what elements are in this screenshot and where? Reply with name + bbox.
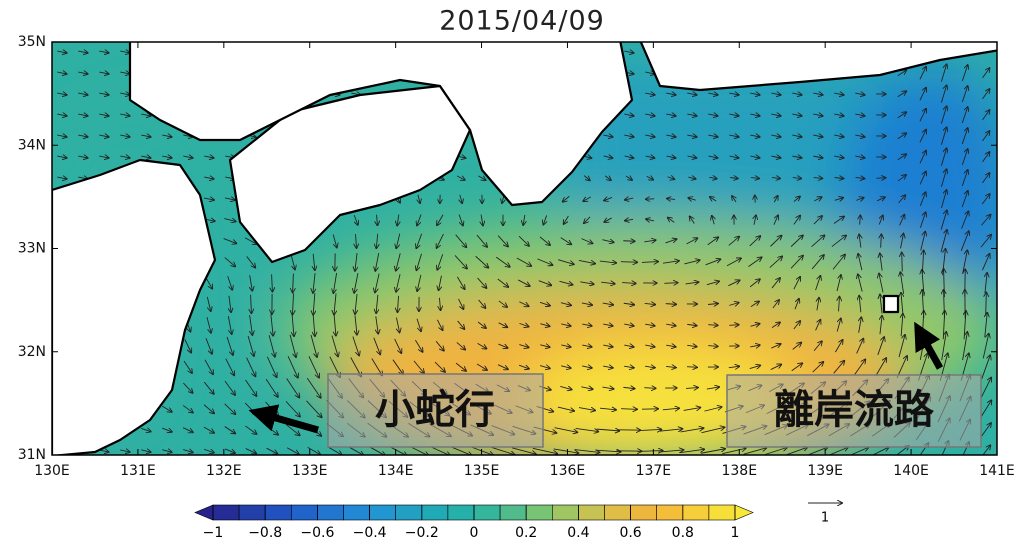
- colorbar-bin: [500, 505, 526, 520]
- colorbar-tick-label: 0: [470, 525, 479, 541]
- colorbar-bin: [605, 505, 631, 520]
- lon-label: 134E: [378, 463, 414, 479]
- colorbar-tick-label: 0.8: [672, 525, 694, 541]
- lon-label: 136E: [550, 463, 586, 479]
- colorbar-tick-label: 1: [731, 525, 740, 541]
- lon-label: 139E: [807, 463, 843, 479]
- colorbar-bin: [239, 505, 265, 520]
- lat-label: 31N: [18, 447, 46, 463]
- colorbar-bin: [683, 505, 709, 520]
- colorbar-tick-label: −1: [203, 525, 224, 541]
- annotation-label: 離岸流路: [774, 387, 935, 433]
- colorbar-bin: [709, 505, 735, 520]
- vector: [708, 325, 717, 326]
- colorbar-tick-label: −0.2: [405, 525, 439, 541]
- colorbar-bin: [578, 505, 604, 520]
- colorbar-extension: [195, 505, 213, 520]
- annotation-label: 小蛇行: [375, 387, 495, 433]
- lon-label: 131E: [120, 463, 156, 479]
- colorbar-bin: [657, 505, 683, 520]
- vector: [986, 293, 987, 316]
- lon-label: 140E: [893, 463, 929, 479]
- lat-label: 33N: [18, 241, 46, 257]
- lat-label: 32N: [18, 344, 46, 360]
- colorbar-bin: [265, 505, 291, 520]
- colorbar-bin: [370, 505, 396, 520]
- colorbar-tick-label: 0.2: [515, 525, 537, 541]
- colorbar-bin: [422, 505, 448, 520]
- vector: [623, 241, 634, 242]
- colorbar-tick-label: 0.4: [567, 525, 589, 541]
- lon-label: 132E: [206, 463, 242, 479]
- lat-label: 35N: [18, 34, 46, 50]
- lon-label: 135E: [464, 463, 500, 479]
- vector: [876, 178, 885, 179]
- colorbar-tick-label: 0.6: [619, 525, 641, 541]
- lon-label: 138E: [721, 463, 757, 479]
- vector: [729, 325, 738, 326]
- lon-label: 141E: [979, 463, 1015, 479]
- lon-label: 130E: [34, 463, 70, 479]
- title: 2015/04/09: [439, 6, 605, 37]
- colorbar: −1 −0.8 −0.6 −0.4 −0.2 0 0.2 0.4 0.6 0.8 1: [195, 505, 753, 541]
- lat-label: 34N: [18, 137, 46, 153]
- lon-label: 137E: [636, 463, 672, 479]
- colorbar-bin: [552, 505, 578, 520]
- colorbar-tick-label: −0.8: [248, 525, 282, 541]
- reference-vector-label: 1: [821, 511, 829, 526]
- colorbar-bin: [631, 505, 657, 520]
- colorbar-bin: [448, 505, 474, 520]
- vector: [902, 253, 903, 272]
- colorbar-tick-label: −0.4: [353, 525, 387, 541]
- vector: [621, 262, 637, 263]
- reference-vector: 1: [808, 503, 842, 526]
- colorbar-tick-label: −0.6: [300, 525, 334, 541]
- colorbar-bin: [474, 505, 500, 520]
- colorbar-extension: [735, 505, 753, 520]
- colorbar-bin: [344, 505, 370, 520]
- colorbar-bin: [317, 505, 343, 520]
- lon-label: 133E: [292, 463, 328, 479]
- colorbar-bin: [396, 505, 422, 520]
- colorbar-bin: [291, 505, 317, 520]
- colorbar-bin: [526, 505, 552, 520]
- colorbar-bin: [213, 505, 239, 520]
